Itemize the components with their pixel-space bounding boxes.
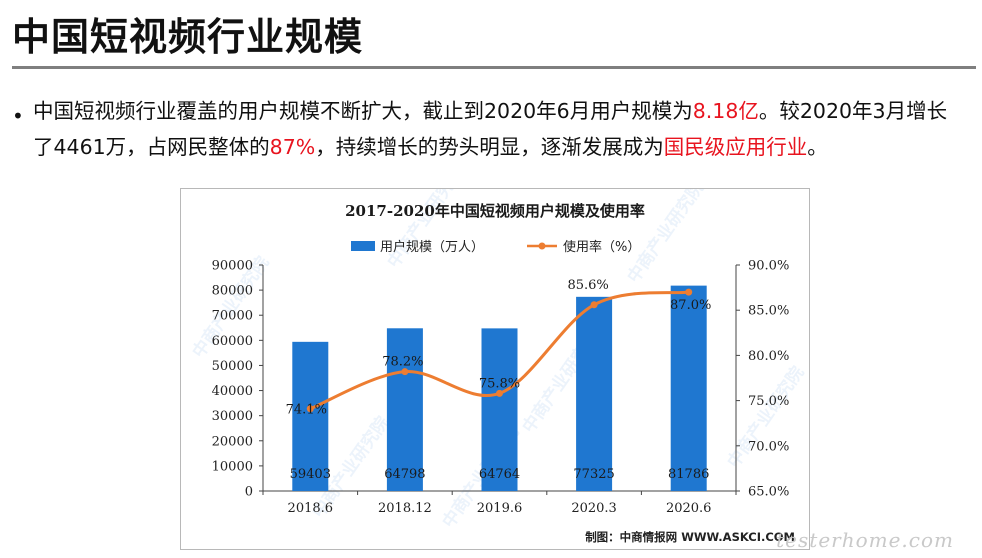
bar-user-scale [481,328,518,491]
summary-text-3: ，持续增长的势头明显，逐渐发展成为 [315,135,664,159]
chart-title: 2017-2020年中国短视频用户规模及使用率 [345,202,645,220]
x-tick-label: 2019.6 [477,501,523,516]
chart-source: 制图：中商情报网 WWW.ASKCI.COM [585,530,795,544]
summary-text-2: 。较2020年3月增长了4461万，占网民整体的 [33,99,948,159]
bar-value-label: 59403 [290,467,331,482]
y-left-tick-label: 30000 [212,409,253,424]
x-tick-label: 2020.3 [571,501,617,516]
bar-user-scale [292,341,329,491]
y-right-tick-label: 65.0% [748,485,789,500]
chart-canvas: 中商产业研究院中商产业研究院中商产业研究院中商产业研究院中商产业研究院中商产业研… [188,189,808,544]
y-right-tick-label: 90.0% [748,259,789,274]
legend-label-usage-rate: 使用率（%） [563,239,640,255]
point-usage-rate [590,301,598,309]
y-right-tick-label: 80.0% [748,349,789,364]
bullet-marker: • [12,104,24,128]
x-tick-label: 2018.12 [378,501,432,516]
y-left-tick-label: 80000 [212,284,253,299]
y-left-tick-label: 70000 [212,309,253,324]
point-usage-rate [496,389,503,397]
title-divider [12,66,976,69]
legend-label-user-scale: 用户规模（万人） [380,239,484,255]
line-value-label: 87.0% [670,298,711,313]
y-right-tick-label: 85.0% [748,304,789,319]
y-left-tick-label: 90000 [212,259,253,274]
y-left-tick-label: 0 [245,485,253,500]
point-usage-rate [685,288,693,296]
bar-user-scale [576,296,613,491]
summary-highlight-national: 国民级应用行业 [663,135,808,159]
summary-paragraph: 中国短视频行业覆盖的用户规模不断扩大，截止到2020年6月用户规模为8.18亿。… [33,93,963,165]
x-tick-label: 2020.6 [666,501,712,516]
bar-value-label: 64798 [384,467,425,482]
y-left-tick-label: 60000 [212,334,253,349]
y-left-tick-label: 50000 [212,359,253,374]
y-right-tick-label: 75.0% [748,394,789,409]
y-right-tick-label: 70.0% [748,439,789,454]
bar-value-label: 81786 [668,467,709,482]
bar-value-label: 77325 [573,467,614,482]
summary-text-4: 。 [807,135,828,159]
legend-marker-usage-rate [538,242,546,250]
summary-highlight-share: 87% [269,135,316,159]
y-left-tick-label: 40000 [212,384,253,399]
summary-highlight-user-scale: 8.18亿 [692,99,759,123]
page-title: 中国短视频行业规模 [12,15,364,59]
bar-user-scale [670,285,707,491]
line-value-label: 74.1% [286,403,327,418]
y-left-tick-label: 10000 [212,459,253,474]
bar-user-scale [386,328,423,491]
y-left-tick-label: 20000 [212,434,253,449]
line-value-label: 85.6% [567,278,608,293]
point-usage-rate [306,405,314,413]
legend-swatch-user-scale [351,241,375,251]
corner-watermark: testerhome.com [776,528,954,552]
bar-value-label: 64764 [479,467,520,482]
point-usage-rate [401,368,409,376]
line-value-label: 75.8% [479,376,520,391]
chart-container: 中商产业研究院 中商产业研究院 中商产业研究院 中商产业研究院 中商产业研究院 中商产业研… [180,188,810,550]
x-tick-label: 2018.6 [288,501,334,516]
summary-text-1: 中国短视频行业覆盖的用户规模不断扩大，截止到2020年6月用户规模为 [33,99,693,123]
line-value-label: 78.2% [382,355,423,370]
